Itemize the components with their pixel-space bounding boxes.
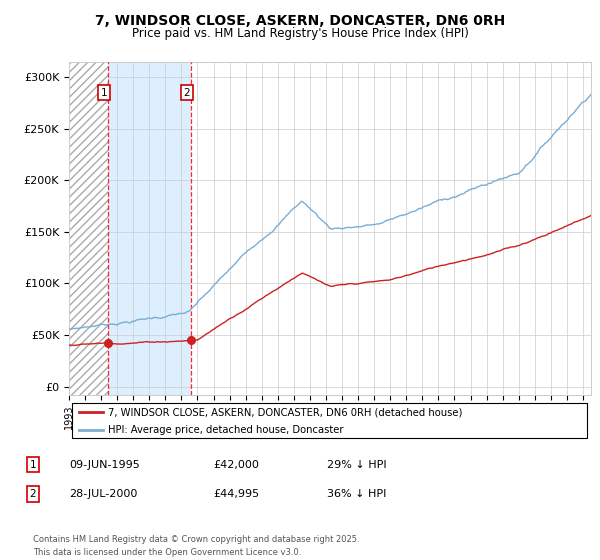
Text: 28-JUL-2000: 28-JUL-2000 bbox=[69, 489, 137, 499]
Text: 2: 2 bbox=[29, 489, 37, 499]
Text: £44,995: £44,995 bbox=[213, 489, 259, 499]
Text: HPI: Average price, detached house, Doncaster: HPI: Average price, detached house, Donc… bbox=[108, 425, 344, 435]
Text: £42,000: £42,000 bbox=[213, 460, 259, 470]
Bar bbox=[109, 62, 191, 395]
Text: 7, WINDSOR CLOSE, ASKERN, DONCASTER, DN6 0RH: 7, WINDSOR CLOSE, ASKERN, DONCASTER, DN6… bbox=[95, 14, 505, 28]
Text: 7, WINDSOR CLOSE, ASKERN, DONCASTER, DN6 0RH (detached house): 7, WINDSOR CLOSE, ASKERN, DONCASTER, DN6… bbox=[108, 407, 463, 417]
Text: Contains HM Land Registry data © Crown copyright and database right 2025.
This d: Contains HM Land Registry data © Crown c… bbox=[33, 535, 359, 557]
Text: 1: 1 bbox=[101, 87, 107, 97]
Bar bbox=[69, 62, 109, 395]
Text: Price paid vs. HM Land Registry's House Price Index (HPI): Price paid vs. HM Land Registry's House … bbox=[131, 27, 469, 40]
Text: 36% ↓ HPI: 36% ↓ HPI bbox=[327, 489, 386, 499]
Text: 09-JUN-1995: 09-JUN-1995 bbox=[69, 460, 140, 470]
Text: 2: 2 bbox=[184, 87, 190, 97]
Text: 29% ↓ HPI: 29% ↓ HPI bbox=[327, 460, 386, 470]
Text: 1: 1 bbox=[29, 460, 37, 470]
FancyBboxPatch shape bbox=[71, 403, 587, 438]
